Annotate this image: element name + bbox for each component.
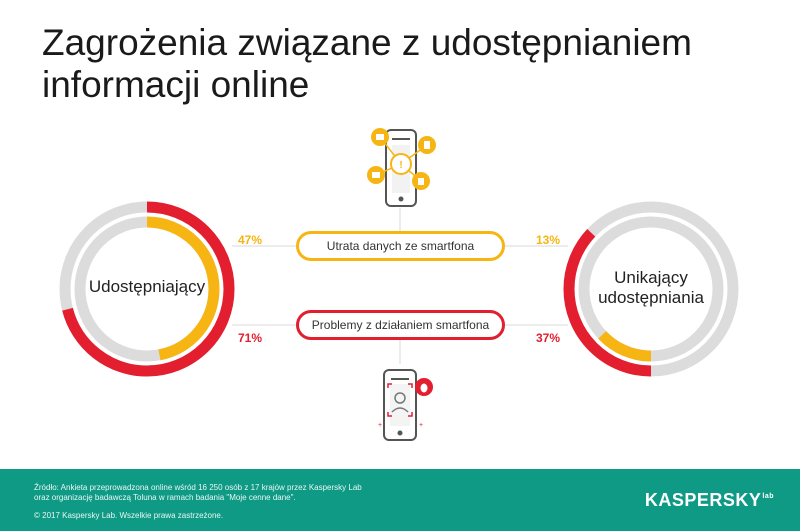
sharers-donut: [59, 201, 235, 377]
logo-text: KASPERSKY: [644, 490, 762, 510]
avoiders-problems-pct: 37%: [536, 331, 561, 345]
smartphone-network-icon: !: [367, 128, 436, 207]
connector-lines: [232, 208, 568, 364]
problems-label: Problemy z działaniem smartfona: [311, 318, 490, 332]
dataloss-label: Utrata danych ze smartfona: [326, 239, 475, 253]
sharers-problems-pct: 71%: [238, 331, 263, 345]
avoiders-label: Unikający udostępniania: [598, 268, 704, 307]
avoiders-donut: [563, 201, 739, 377]
dataloss-pill: Utrata danych ze smartfona: [296, 231, 505, 261]
page-title: Zagrożenia związane z udostępnianiem inf…: [42, 22, 692, 105]
kaspersky-logo: KASPERSKYlab: [645, 490, 774, 511]
source-note: Źródło: Ankieta przeprowadzona online wś…: [34, 483, 362, 502]
sharers-dataloss-arc: [74, 216, 220, 362]
svg-text:+: +: [378, 422, 382, 429]
avoiders-dataloss-arc: [578, 216, 724, 362]
copyright: © 2017 Kaspersky Lab. Wszelkie prawa zas…: [34, 511, 224, 520]
sharers-problems-arc: [59, 201, 235, 377]
sharers-dataloss-pct: 47%: [238, 233, 263, 247]
svg-text:!: !: [399, 160, 402, 171]
avoiders-problems-arc: [563, 201, 739, 377]
problems-pill: Problemy z działaniem smartfona: [296, 310, 505, 340]
smartphone-bug-icon: + +: [378, 369, 433, 441]
svg-text:+: +: [419, 422, 423, 429]
avoiders-dataloss-pct: 13%: [536, 233, 561, 247]
infographic-graphic: ! + +: [59, 128, 739, 441]
logo-suffix: lab: [762, 493, 774, 500]
footer: Źródło: Ankieta przeprowadzona online wś…: [0, 469, 800, 531]
sharers-label: Udostępniający: [88, 277, 206, 296]
